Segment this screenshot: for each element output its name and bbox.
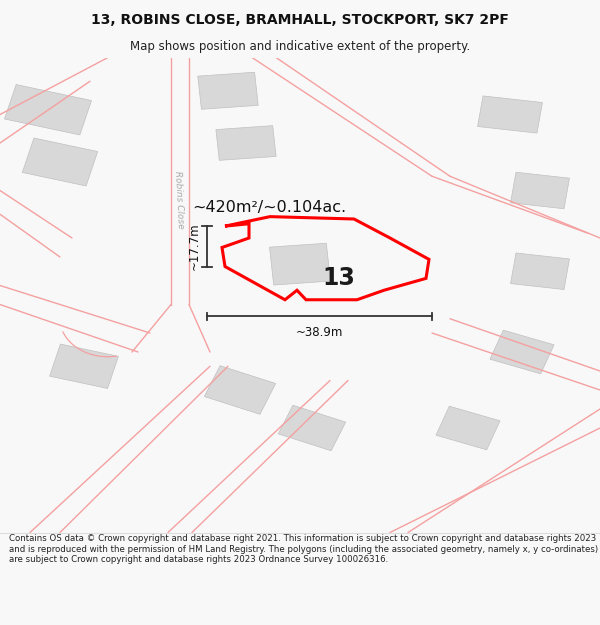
Text: Robins Close: Robins Close <box>173 171 185 229</box>
Text: 13, ROBINS CLOSE, BRAMHALL, STOCKPORT, SK7 2PF: 13, ROBINS CLOSE, BRAMHALL, STOCKPORT, S… <box>91 12 509 27</box>
Text: ~17.7m: ~17.7m <box>187 222 200 270</box>
Bar <box>22 138 98 186</box>
Bar <box>490 330 554 374</box>
Bar <box>436 406 500 450</box>
Bar <box>269 243 331 285</box>
Text: ~420m²/~0.104ac.: ~420m²/~0.104ac. <box>192 199 346 214</box>
Text: Map shows position and indicative extent of the property.: Map shows position and indicative extent… <box>130 40 470 53</box>
Bar <box>50 344 118 389</box>
Text: 13: 13 <box>323 266 355 291</box>
Bar <box>216 126 276 161</box>
Text: Contains OS data © Crown copyright and database right 2021. This information is : Contains OS data © Crown copyright and d… <box>9 534 598 564</box>
Bar <box>278 405 346 451</box>
Bar <box>478 96 542 133</box>
Bar <box>5 84 91 135</box>
Bar <box>511 173 569 209</box>
Bar <box>205 366 275 414</box>
Bar <box>511 253 569 289</box>
Text: ~38.9m: ~38.9m <box>296 326 343 339</box>
Bar <box>198 72 258 109</box>
